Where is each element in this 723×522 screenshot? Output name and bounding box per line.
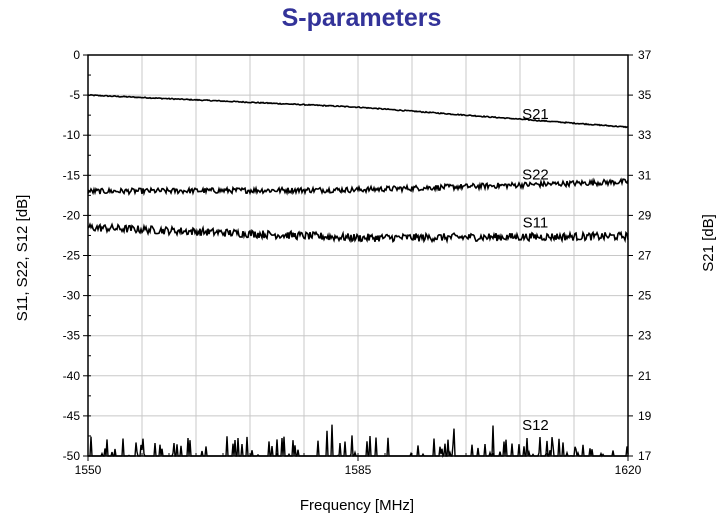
series-group [87, 93, 629, 458]
series-label-s22: S22 [522, 166, 549, 183]
x-tick-label: 1620 [615, 463, 642, 477]
y-right-tick-label: 23 [638, 329, 652, 343]
y-left-tick-label: 0 [73, 48, 80, 62]
y-left-tick-label: -40 [63, 369, 81, 383]
y-left-tick-label: -30 [63, 289, 81, 303]
y-left-tick-label: -10 [63, 128, 81, 142]
series-s22-line [87, 177, 629, 197]
x-axis-label: Frequency [MHz] [300, 497, 414, 514]
series-label-s12: S12 [522, 417, 549, 434]
y-axis-left-label: S11, S22, S12 [dB] [14, 195, 31, 321]
y-right-tick-label: 37 [638, 48, 652, 62]
y-left-tick-label: -35 [63, 329, 81, 343]
y-right-tick-label: 27 [638, 249, 652, 263]
chart-title: S-parameters [281, 4, 442, 32]
series-s12-line [88, 424, 629, 458]
x-tick-label: 1585 [345, 463, 372, 477]
y-left-tick-label: -5 [69, 88, 80, 102]
y-right-tick-label: 21 [638, 369, 652, 383]
y-right-tick-label: 33 [638, 128, 652, 142]
series-label-s21: S21 [522, 106, 549, 123]
y-left-tick-label: -15 [63, 168, 81, 182]
series-labels: S21 S22 S11 S12 [522, 106, 549, 434]
y-left-tick-label: -50 [63, 449, 81, 463]
series-s21-line [87, 93, 628, 129]
y-left-tick-label: -45 [63, 409, 81, 423]
y-right-tick-label: 17 [638, 449, 652, 463]
y-axis-right-label: S21 [dB] [700, 214, 717, 272]
axes: 0 -5 -10 -15 -20 -25 -30 -35 -40 -45 -50 37 35 33 31 29… [63, 48, 652, 477]
y-left-tick-label: -25 [63, 249, 81, 263]
series-s11-line [87, 222, 629, 244]
y-right-tick-label: 19 [638, 409, 652, 423]
y-right-tick-label: 35 [638, 88, 652, 102]
y-right-tick-label: 25 [638, 289, 652, 303]
y-right-tick-label: 31 [638, 168, 652, 182]
x-tick-label: 1550 [75, 463, 102, 477]
y-left-tick-label: -20 [63, 208, 81, 222]
series-label-s11: S11 [523, 214, 549, 231]
y-right-tick-label: 29 [638, 208, 652, 222]
